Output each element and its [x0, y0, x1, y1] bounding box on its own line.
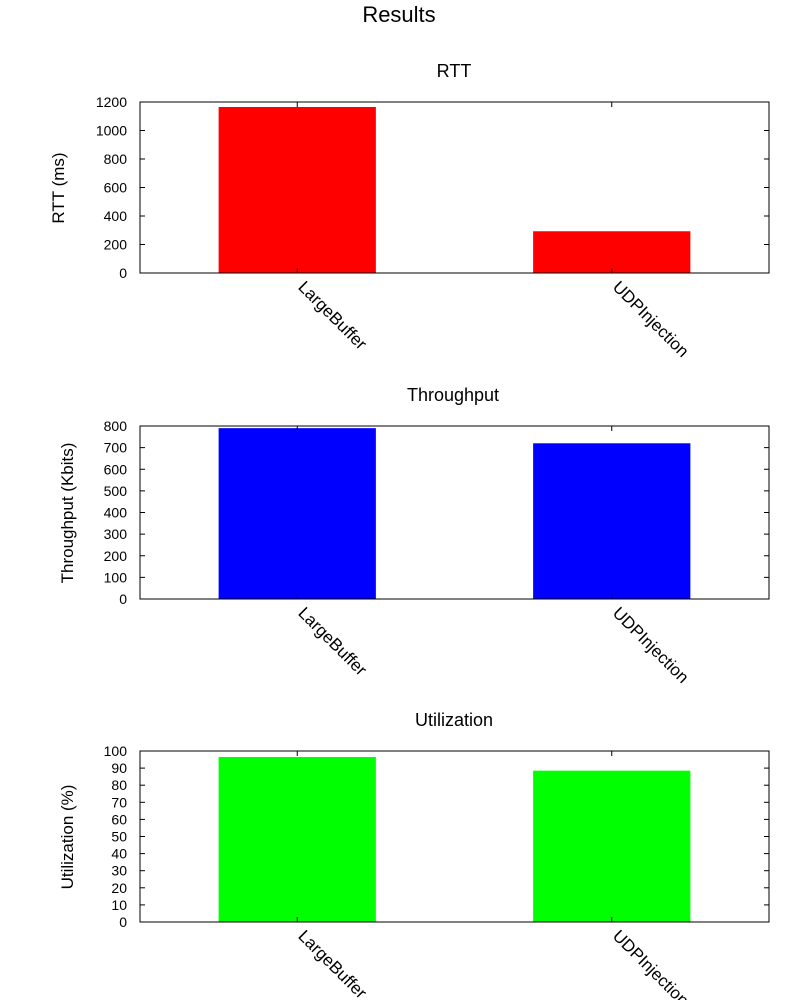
y-tick-label: 200 [104, 237, 128, 253]
y-tick-label: 20 [111, 880, 127, 896]
figure-title: Results [362, 2, 435, 27]
y-tick-label: 600 [104, 461, 128, 477]
y-axis-label: Utilization (%) [58, 785, 77, 890]
y-axis-label: RTT (ms) [49, 152, 68, 223]
y-tick-label: 60 [111, 811, 127, 827]
chart-title: Utilization [415, 710, 493, 730]
x-tick-label: UDPInjection [609, 926, 693, 1000]
y-tick-label: 10 [111, 897, 127, 913]
x-tick-label: LargeBuffer [294, 603, 370, 679]
chart-title: RTT [437, 61, 472, 81]
y-tick-label: 600 [104, 180, 128, 196]
y-tick-label: 1200 [96, 94, 127, 110]
y-tick-label: 400 [104, 505, 128, 521]
y-tick-label: 30 [111, 863, 127, 879]
bar-largebuffer [218, 428, 376, 599]
bar-udpinjection [533, 231, 691, 273]
y-tick-label: 0 [119, 265, 127, 281]
y-tick-label: 0 [119, 914, 127, 930]
chart-title: Throughput [407, 385, 499, 405]
y-tick-label: 90 [111, 760, 127, 776]
y-tick-label: 100 [104, 569, 128, 585]
y-tick-label: 1000 [96, 123, 127, 139]
bar-largebuffer [218, 106, 376, 273]
y-axis-label: Throughput (Kbits) [58, 443, 77, 584]
y-tick-label: 400 [104, 208, 128, 224]
y-tick-label: 50 [111, 829, 127, 845]
y-tick-label: 100 [104, 743, 128, 759]
throughput-chart: Throughput Throughput (Kbits) 0 100 200 300… [58, 385, 770, 687]
y-tick-label: 800 [104, 151, 128, 167]
y-tick-label: 200 [104, 548, 128, 564]
rtt-chart: RTT RTT (ms) 0 200 400 600 800 1000 1200 LargeB… [49, 61, 770, 361]
x-tick-label: LargeBuffer [294, 277, 370, 353]
y-tick-label: 700 [104, 440, 128, 456]
y-tick-label: 500 [104, 483, 128, 499]
x-tick-label: UDPInjection [609, 603, 693, 687]
bar-largebuffer [218, 756, 376, 922]
y-tick-label: 40 [111, 846, 127, 862]
y-tick-label: 300 [104, 526, 128, 542]
y-tick-label: 70 [111, 794, 127, 810]
y-tick-label: 0 [119, 591, 127, 607]
bar-udpinjection [533, 770, 691, 922]
y-tick-label: 80 [111, 777, 127, 793]
bar-udpinjection [533, 443, 691, 599]
x-tick-label: UDPInjection [609, 277, 693, 361]
y-tick-label: 800 [104, 418, 128, 434]
x-tick-label: LargeBuffer [294, 926, 370, 1000]
